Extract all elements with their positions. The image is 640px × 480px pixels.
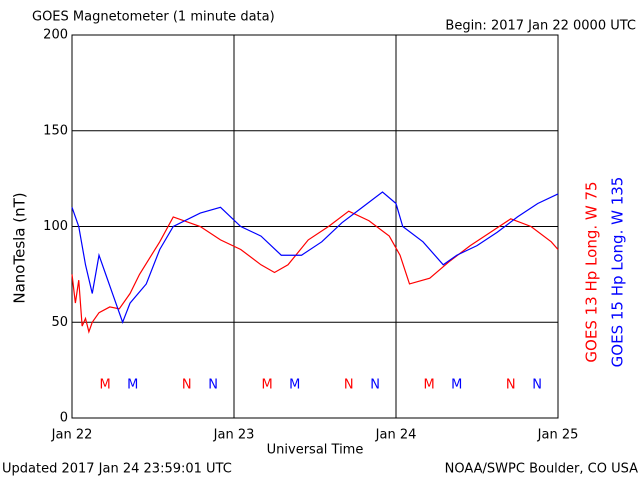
time-marker: M (127, 378, 138, 393)
legend-entry: GOES 13 Hp Long. W 75 (583, 181, 601, 362)
y-tick-label: 50 (51, 315, 68, 330)
footer-right: NOAA/SWPC Boulder, CO USA (445, 462, 638, 477)
chart-title: GOES Magnetometer (1 minute data) (32, 10, 275, 25)
time-marker: N (344, 378, 354, 393)
x-tick-label: Jan 25 (537, 428, 579, 443)
y-axis-label: NanoTesla (nT) (11, 192, 29, 303)
time-marker: M (99, 378, 110, 393)
x-tick-label: Jan 24 (375, 428, 417, 443)
data-line (71, 210, 559, 334)
x-tick-label: Jan 22 (51, 428, 93, 443)
footer-left: Updated 2017 Jan 24 23:59:01 UTC (2, 462, 232, 477)
x-axis-label: Universal Time (267, 443, 364, 458)
plot-frame (71, 34, 559, 419)
time-marker: N (182, 378, 192, 393)
time-marker: N (506, 378, 516, 393)
legend-entry: GOES 15 Hp Long. W 135 (609, 177, 627, 368)
y-tick-label: 200 (43, 28, 68, 43)
time-marker: N (532, 378, 542, 393)
time-marker: M (289, 378, 300, 393)
time-marker: M (451, 378, 462, 393)
x-tick-label: Jan 23 (213, 428, 255, 443)
y-tick-label: 0 (60, 411, 68, 426)
time-marker: M (423, 378, 434, 393)
y-tick-label: 100 (43, 219, 68, 234)
time-marker: M (261, 378, 272, 393)
chart-subtitle: Begin: 2017 Jan 22 0000 UTC (445, 19, 636, 34)
y-tick-label: 150 (43, 123, 68, 138)
time-marker: N (370, 378, 380, 393)
time-marker: N (208, 378, 218, 393)
data-line (71, 191, 559, 324)
